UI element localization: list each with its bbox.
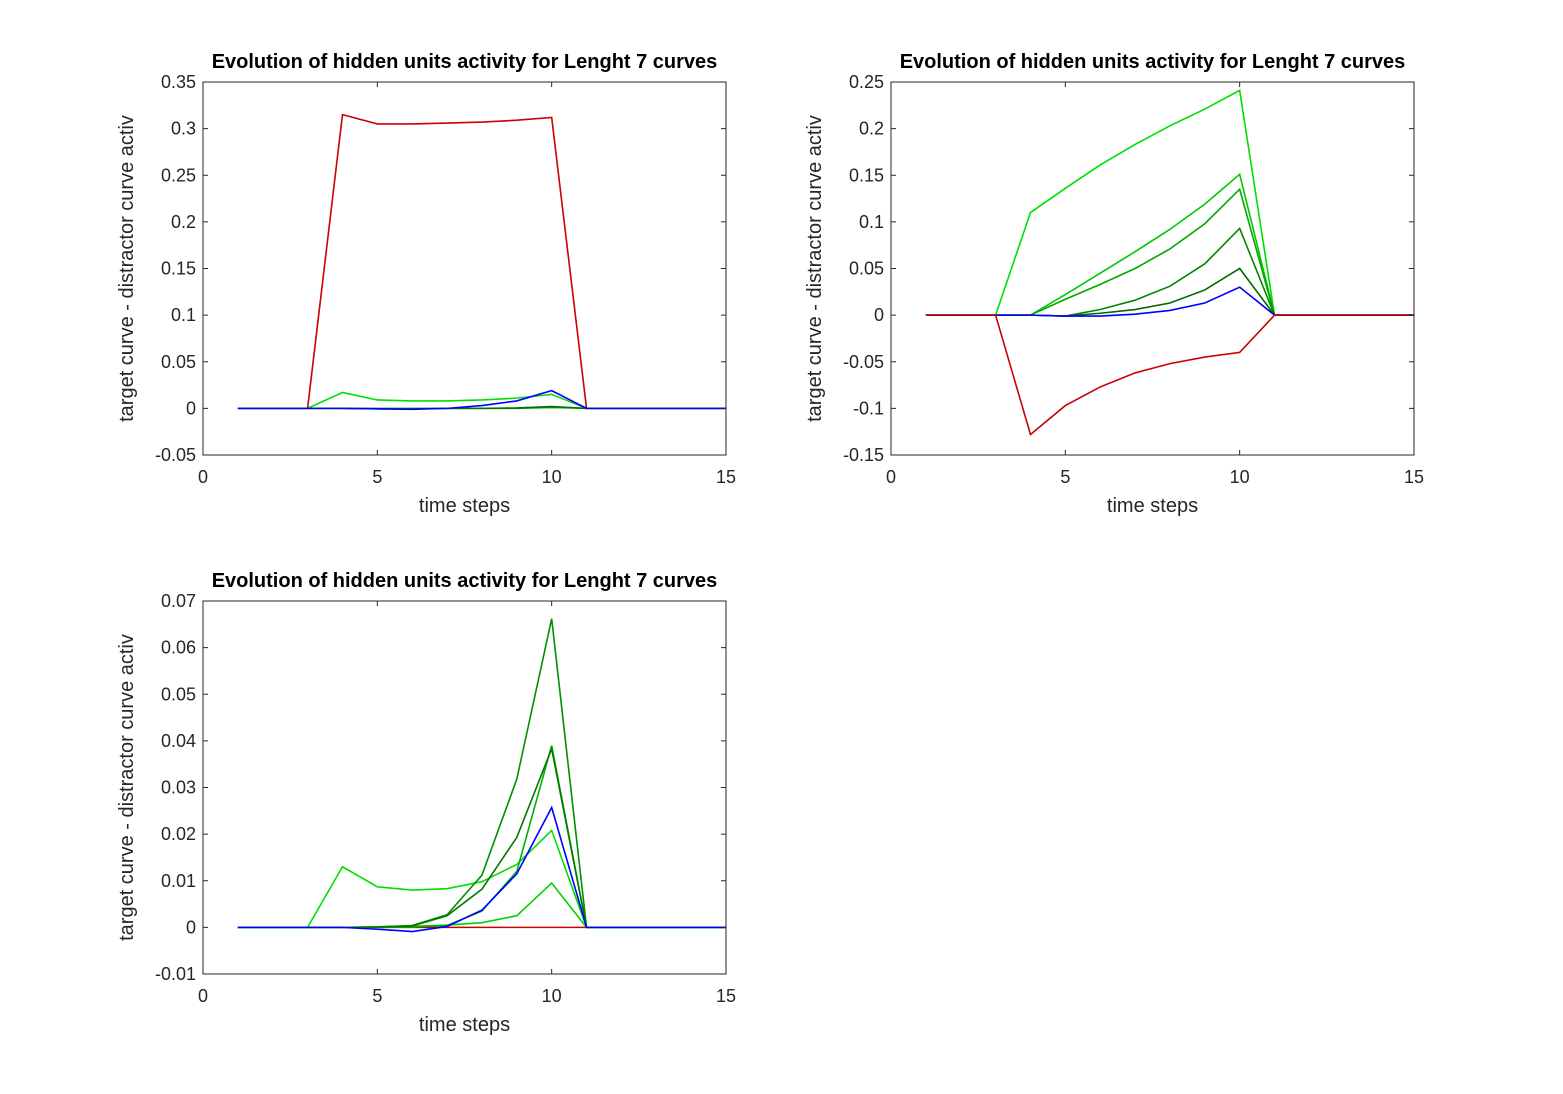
y-tick-label: 0.3 bbox=[171, 119, 196, 139]
y-tick-label: -0.01 bbox=[155, 964, 196, 984]
chart-title: Evolution of hidden units activity for L… bbox=[212, 570, 718, 592]
plot-area bbox=[202, 81, 727, 456]
y-tick-label: 0.25 bbox=[161, 165, 196, 185]
x-tick-label: 15 bbox=[716, 986, 736, 1006]
y-tick-label: 0.2 bbox=[171, 212, 196, 232]
y-tick-label: 0.04 bbox=[161, 731, 196, 751]
y-tick-label: 0.01 bbox=[161, 871, 196, 891]
y-axis-label: target curve - distractor curve activ bbox=[116, 634, 138, 941]
y-tick-label: -0.1 bbox=[853, 398, 884, 418]
x-tick-label: 15 bbox=[716, 467, 736, 487]
y-axis-label: target curve - distractor curve activ bbox=[804, 115, 826, 422]
y-tick-label: 0.15 bbox=[161, 259, 196, 279]
x-axis-label: time steps bbox=[419, 1014, 510, 1036]
y-tick-label: -0.05 bbox=[843, 352, 884, 372]
x-tick-label: 5 bbox=[1060, 467, 1070, 487]
series-line-7 bbox=[925, 314, 1414, 436]
plot-area bbox=[890, 81, 1415, 456]
plot-area bbox=[202, 600, 727, 975]
y-tick-label: 0.05 bbox=[849, 259, 884, 279]
chart-3: 0 5 10 15-0.0100.010.020.030.040.050.060.07… bbox=[116, 570, 736, 1036]
y-tick-label: 0.1 bbox=[859, 212, 884, 232]
y-tick-label: 0 bbox=[874, 305, 884, 325]
y-tick-label: -0.15 bbox=[843, 445, 884, 465]
chart-2: 0 5 10 15 -0.15 -0.1 -0.05 0 0.05 0.1 0.15 0.2 0.25 E… bbox=[804, 51, 1424, 517]
x-tick-label: 10 bbox=[1230, 467, 1250, 487]
x-axis-label: time steps bbox=[419, 495, 510, 517]
y-tick-label: 0.1 bbox=[171, 305, 196, 325]
y-tick-label: 0.02 bbox=[161, 824, 196, 844]
chart-1: 0 5 10 15-0.0500.050.10.150.20.250.30.35Evo… bbox=[116, 51, 736, 517]
chart-title: Evolution of hidden units activity for L… bbox=[212, 51, 718, 73]
x-axis-label: time steps bbox=[1107, 495, 1198, 517]
x-tick-label: 0 bbox=[886, 467, 896, 487]
y-tick-label: -0.05 bbox=[155, 445, 196, 465]
y-tick-label: 0 bbox=[186, 917, 196, 937]
y-tick-label: 0.05 bbox=[161, 352, 196, 372]
y-tick-label: 0.03 bbox=[161, 778, 196, 798]
x-tick-label: 5 bbox=[372, 986, 382, 1006]
y-tick-label: 0.05 bbox=[161, 684, 196, 704]
y-tick-label: 0.25 bbox=[849, 72, 884, 92]
x-tick-label: 0 bbox=[198, 467, 208, 487]
x-tick-label: 10 bbox=[542, 986, 562, 1006]
x-tick-label: 0 bbox=[198, 986, 208, 1006]
y-tick-label: 0 bbox=[186, 398, 196, 418]
y-tick-label: 0.07 bbox=[161, 591, 196, 611]
series-line-7 bbox=[237, 805, 726, 933]
y-tick-label: 0.35 bbox=[161, 72, 196, 92]
series-line-5 bbox=[237, 389, 726, 411]
x-tick-label: 10 bbox=[542, 467, 562, 487]
y-axis-label: target curve - distractor curve activ bbox=[116, 115, 138, 422]
y-tick-label: 0.06 bbox=[161, 638, 196, 658]
y-tick-label: 0.2 bbox=[859, 119, 884, 139]
y-tick-label: 0.15 bbox=[849, 165, 884, 185]
x-tick-label: 15 bbox=[1404, 467, 1424, 487]
x-tick-label: 5 bbox=[372, 467, 382, 487]
chart-title: Evolution of hidden units activity for L… bbox=[900, 51, 1406, 73]
